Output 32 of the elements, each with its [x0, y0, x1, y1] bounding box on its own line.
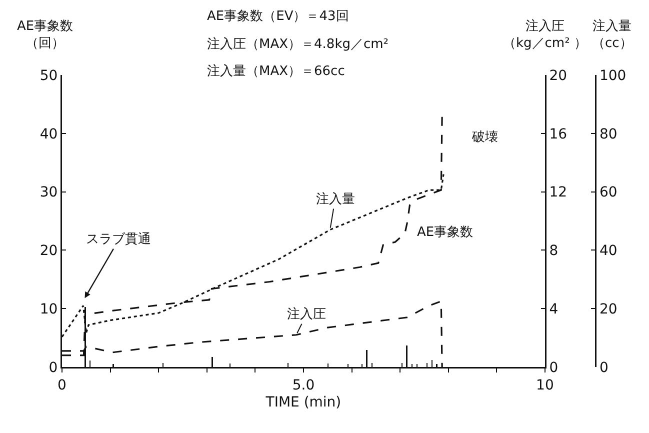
y3-tick-label: 20: [599, 302, 618, 318]
annotation: 注入量（MAX）＝66cc: [207, 64, 345, 79]
text: 注入圧（MAX）＝4.8kg／cm²: [207, 37, 388, 52]
y-tick-label: 30: [40, 184, 58, 201]
x-tick-label: 5.0: [292, 377, 315, 394]
y3-tick-label: 40: [599, 243, 618, 260]
series-label: 注入圧: [287, 307, 326, 322]
y-tick-label: 50: [40, 68, 58, 84]
y-tick-label: 0: [48, 360, 58, 376]
y2-tick-label: 4: [549, 302, 558, 318]
y3-axis-title: 注入量（cc）: [592, 19, 632, 51]
annotation: 破壊: [471, 130, 498, 145]
y-axis-title: AE事象数（回）: [17, 19, 74, 51]
text: AE事象数（EV）＝43回: [207, 9, 349, 24]
series-label: 注入量: [316, 192, 355, 207]
y-tick-label: 40: [40, 126, 58, 142]
y3-tick-label: 0: [599, 360, 608, 376]
y2-tick-label: 20: [549, 68, 568, 84]
y2-axis-title: 注入圧（kg／cm² ）: [503, 19, 587, 51]
x-axis-title: TIME (min): [264, 394, 342, 410]
y-tick-label: 20: [40, 243, 58, 260]
x-tick-label: 10: [536, 377, 554, 394]
y3-tick-label: 100: [599, 68, 626, 84]
series-label: AE事象数: [417, 225, 474, 240]
y2-tick-label: 8: [549, 243, 558, 260]
annotation: スラブ貫通: [86, 232, 151, 247]
y2-tick-label: 0: [549, 360, 558, 376]
y3-tick-label: 60: [599, 184, 618, 201]
y3-tick-label: 80: [599, 126, 618, 142]
y-tick-label: 10: [40, 302, 58, 318]
y2-tick-label: 12: [549, 184, 568, 201]
y2-tick-label: 16: [549, 126, 568, 142]
